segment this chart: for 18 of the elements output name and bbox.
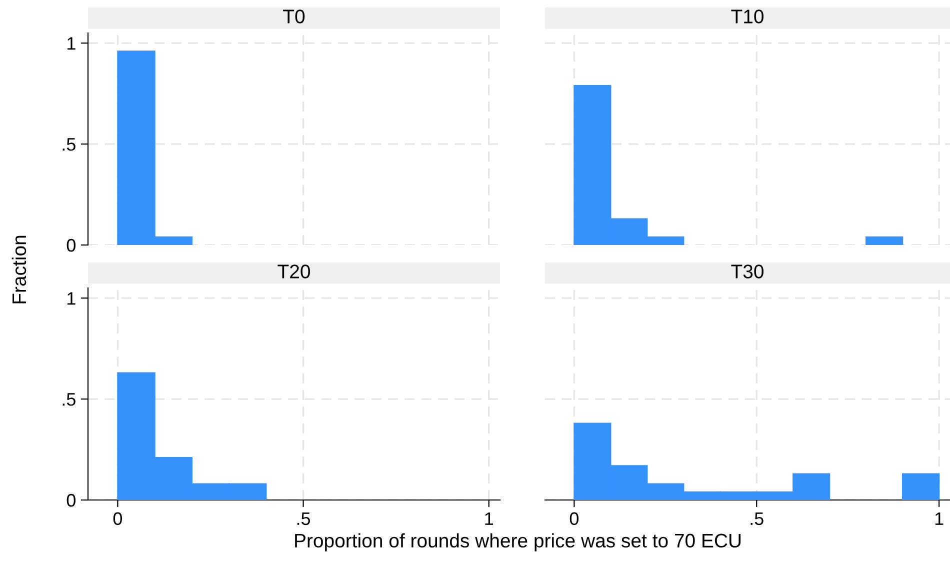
y-tick-label: .5 bbox=[62, 393, 76, 406]
x-tick-label: .5 bbox=[750, 512, 764, 526]
x-tick-label: 1 bbox=[935, 512, 944, 525]
chart-title: T10 bbox=[731, 10, 764, 24]
x-axis-title: Proportion of rounds where price was set to 70 ECU bbox=[295, 533, 741, 552]
x-tick-label: 0 bbox=[570, 512, 579, 526]
y-tick-label: 1 bbox=[68, 37, 76, 50]
chart-title: T0 bbox=[283, 10, 305, 24]
y-axis-title: Fraction bbox=[12, 236, 26, 304]
chart-title: T20 bbox=[278, 264, 310, 278]
x-tick-label: .5 bbox=[297, 512, 310, 526]
chart-title: T30 bbox=[731, 264, 764, 278]
y-tick-label: 0 bbox=[66, 238, 76, 252]
y-tick-label: 1 bbox=[68, 292, 76, 305]
x-tick-label: 0 bbox=[113, 512, 122, 526]
x-tick-label: 1 bbox=[485, 512, 494, 525]
y-tick-label: .5 bbox=[62, 138, 76, 151]
y-tick-label: 0 bbox=[66, 494, 76, 507]
